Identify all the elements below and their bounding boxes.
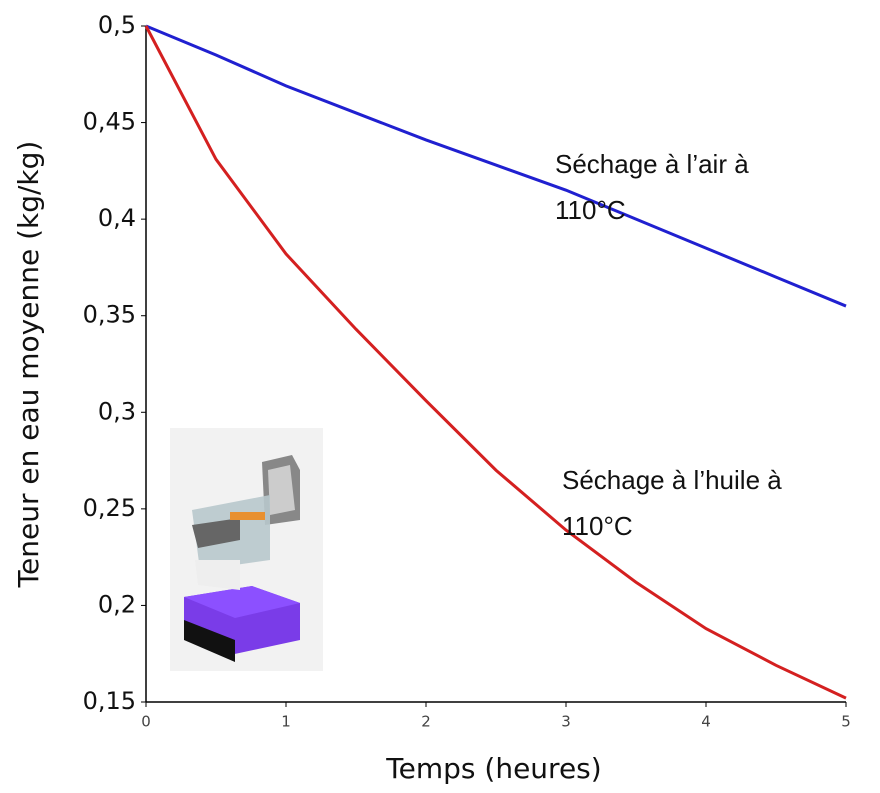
x-tick-label: 2: [421, 713, 431, 731]
annotation: Séchage à l’huile à: [562, 465, 782, 495]
annotation: 110°C: [555, 195, 626, 225]
y-tick-label: 0,35: [83, 301, 136, 329]
y-axis-label: Teneur en eau moyenne (kg/kg): [12, 141, 45, 589]
y-tick-label: 0,2: [98, 590, 136, 618]
inset-illustration: [170, 428, 323, 671]
annotation: Séchage à l’air à: [555, 149, 749, 179]
annotation: 110°C: [562, 511, 633, 541]
x-tick-label: 1: [281, 713, 291, 731]
data-line: [145, 24, 847, 308]
x-tick-label: 0: [141, 713, 151, 731]
x-tick-label: 3: [561, 713, 571, 731]
y-tick-label: 0,45: [83, 108, 136, 136]
x-axis-label: Temps (heures): [385, 752, 601, 785]
y-tick-label: 0,15: [83, 687, 136, 715]
x-tick-label: 4: [701, 713, 711, 731]
y-tick-label: 0,5: [98, 11, 136, 39]
y-tick-label: 0,3: [98, 397, 136, 425]
y-tick-label: 0,25: [83, 494, 136, 522]
y-tick-label: 0,4: [98, 204, 136, 232]
x-tick-label: 5: [841, 713, 851, 731]
data-line: [144, 25, 847, 700]
